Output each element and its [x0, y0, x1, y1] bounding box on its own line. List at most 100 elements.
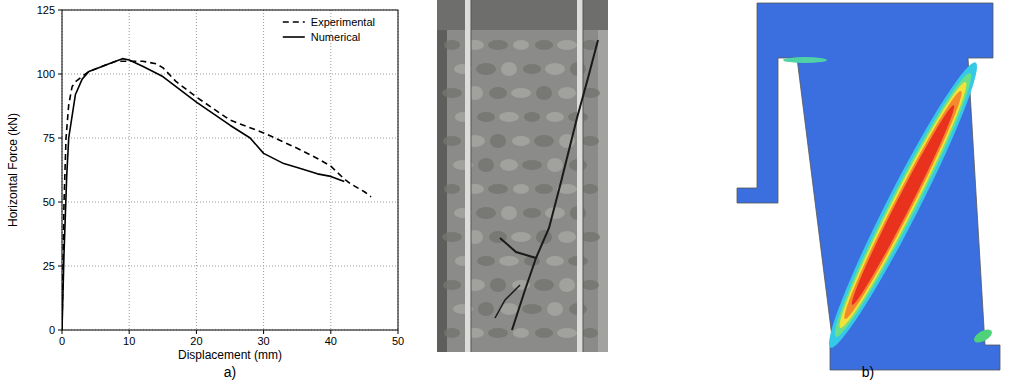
stone — [501, 206, 517, 220]
panel-label: b) — [862, 364, 874, 380]
stone — [444, 328, 460, 338]
grid-line — [62, 266, 398, 267]
stone — [581, 280, 599, 290]
band-red — [846, 102, 960, 308]
chart-a: 0 25 50 75 100 125 0 10 20 30 40 50 Displacement (mm… — [6, 4, 404, 362]
stone — [534, 279, 554, 291]
steel-rod — [577, 0, 583, 352]
stone — [511, 232, 531, 242]
stone — [546, 112, 564, 122]
tick-label: 75 — [43, 132, 55, 144]
tick-mark — [62, 330, 63, 334]
tick-mark — [58, 202, 62, 203]
mesh-shape — [737, 3, 1000, 370]
grid-line — [129, 10, 130, 330]
grid-line — [330, 10, 331, 330]
legend-swatch — [283, 21, 305, 23]
stone — [535, 40, 553, 50]
stone — [476, 207, 496, 219]
stone — [499, 112, 519, 122]
stone — [582, 328, 598, 338]
stone — [534, 135, 554, 147]
stone — [443, 280, 461, 290]
stone — [512, 136, 530, 146]
tick-label: 50 — [392, 335, 404, 347]
tick-mark — [58, 74, 62, 75]
stone — [513, 184, 529, 194]
stone — [488, 184, 508, 194]
legend-swatch — [283, 36, 305, 38]
stone — [558, 87, 576, 99]
y-axis-title: Horizontal Force (kN) — [6, 113, 20, 227]
rod-edge — [583, 0, 584, 352]
tick-mark — [398, 330, 399, 334]
series-line — [62, 59, 344, 330]
tick-label: 40 — [325, 335, 337, 347]
wall-surface — [437, 0, 608, 352]
steel-rod — [465, 0, 471, 352]
tick-label: 100 — [37, 68, 55, 80]
plot-frame — [62, 10, 398, 330]
crack — [500, 238, 536, 258]
tick-label: 25 — [43, 260, 55, 272]
stone — [513, 328, 529, 338]
stone — [478, 158, 494, 172]
stone — [545, 63, 565, 75]
stone — [490, 134, 506, 148]
stone — [557, 328, 577, 338]
grid-line — [196, 10, 197, 330]
crack — [495, 285, 520, 318]
stone — [523, 208, 541, 218]
stone — [478, 302, 494, 316]
stone — [511, 88, 531, 98]
tick-mark — [263, 330, 264, 334]
panel-label: a) — [224, 364, 236, 380]
stone — [524, 112, 540, 122]
stone — [535, 328, 553, 338]
stone — [522, 304, 542, 314]
stone — [500, 159, 518, 171]
tick-label: 10 — [123, 335, 135, 347]
crack — [512, 40, 598, 330]
series-group — [62, 59, 371, 330]
tick-label: 125 — [37, 4, 55, 16]
tick-label: 30 — [257, 335, 269, 347]
stone — [523, 64, 541, 74]
stone — [546, 256, 564, 266]
stone — [442, 88, 462, 98]
tick-mark — [58, 10, 62, 11]
stone — [477, 256, 495, 266]
stone — [536, 86, 552, 100]
damage-spot — [972, 327, 994, 346]
series-line — [62, 61, 371, 330]
wall-edge — [598, 30, 608, 352]
tick-mark — [196, 330, 197, 334]
legend: ExperimentalNumerical — [283, 16, 375, 43]
band-yellow — [831, 77, 976, 333]
damage-contour — [737, 3, 1000, 370]
tick-label: 50 — [43, 196, 55, 208]
stone — [488, 40, 508, 50]
grid-line — [62, 202, 398, 203]
tick-label: 0 — [49, 324, 55, 336]
wall-photo — [437, 0, 608, 352]
tick-mark — [129, 330, 130, 334]
stone — [558, 231, 576, 243]
tick-mark — [58, 266, 62, 267]
damage-spot — [783, 57, 827, 63]
stone — [490, 278, 506, 292]
tick-mark — [330, 330, 331, 334]
tick-label: 20 — [190, 335, 202, 347]
grid-line — [62, 74, 398, 75]
stone — [477, 112, 495, 122]
x-axis-title: Displacement (mm) — [178, 348, 282, 362]
rod-edge — [471, 0, 472, 352]
band-green — [824, 67, 982, 343]
figure: 0 25 50 75 100 125 0 10 20 30 40 50 Displacement (mm… — [0, 0, 1011, 383]
tick-label: 0 — [59, 335, 65, 347]
stone — [444, 40, 460, 50]
stone — [581, 136, 599, 146]
legend-label: Numerical — [311, 31, 361, 43]
stone — [499, 256, 519, 266]
stone — [444, 184, 460, 194]
